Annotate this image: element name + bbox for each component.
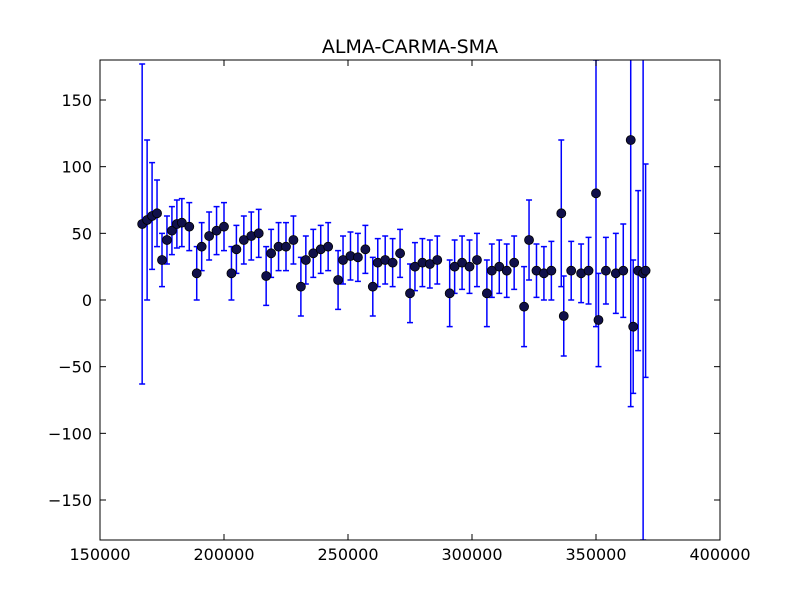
x-tick-label: 150000 [69,545,130,564]
y-tick-label: 150 [61,91,92,110]
marker [176,217,187,228]
marker [566,265,577,276]
marker [338,255,348,265]
marker [556,208,567,219]
marker [395,248,405,259]
marker [593,315,604,325]
marker [167,225,177,236]
marker [628,321,639,332]
marker [457,257,467,268]
marker [231,244,242,255]
marker [410,261,420,272]
marker [162,235,172,245]
marker [333,275,343,285]
marker [501,265,512,276]
marker [449,261,460,272]
y-tick-label: 50 [72,224,92,243]
marker [238,235,249,245]
y-tick-label: −100 [48,424,92,443]
marker [253,228,264,239]
marker [640,265,651,276]
marker [219,221,229,232]
marker [266,248,277,259]
marker [191,268,202,279]
marker [591,188,601,199]
marker [444,288,455,299]
marker [519,301,529,312]
marker [486,265,497,276]
marker [546,265,557,276]
x-tick-label: 200000 [193,545,254,564]
marker [226,268,237,279]
marker [308,248,319,259]
marker [509,257,520,268]
x-tick-label: 300000 [441,545,502,564]
marker [464,261,475,272]
marker [211,225,222,236]
marker [204,231,215,241]
plot-area [137,60,651,540]
marker [625,135,636,145]
marker [184,221,195,232]
marker [295,281,306,292]
marker [196,241,207,252]
marker [481,288,492,299]
marker [152,208,162,219]
y-tick-label: −150 [48,491,92,510]
marker [300,255,311,265]
marker [261,271,272,281]
marker [432,255,443,265]
marker [472,255,482,265]
y-tick-label: 0 [82,291,92,310]
marker [288,235,299,245]
marker [360,244,371,255]
chart-title: ALMA-CARMA-SMA [322,36,498,58]
x-tick-label: 400000 [689,545,750,564]
marker [405,288,415,299]
y-tick-label: −50 [58,358,92,377]
marker [157,255,167,265]
marker [353,252,363,263]
marker [558,311,569,321]
x-tick-label: 350000 [565,545,626,564]
marker [583,265,594,276]
marker [601,265,611,276]
marker [494,261,505,272]
marker [387,257,398,268]
marker [524,235,534,245]
marker [424,259,435,269]
marker [281,241,291,252]
marker [367,281,378,292]
marker [618,265,629,276]
marker [323,241,334,252]
y-tick-label: 100 [61,158,92,177]
x-tick-label: 250000 [317,545,378,564]
